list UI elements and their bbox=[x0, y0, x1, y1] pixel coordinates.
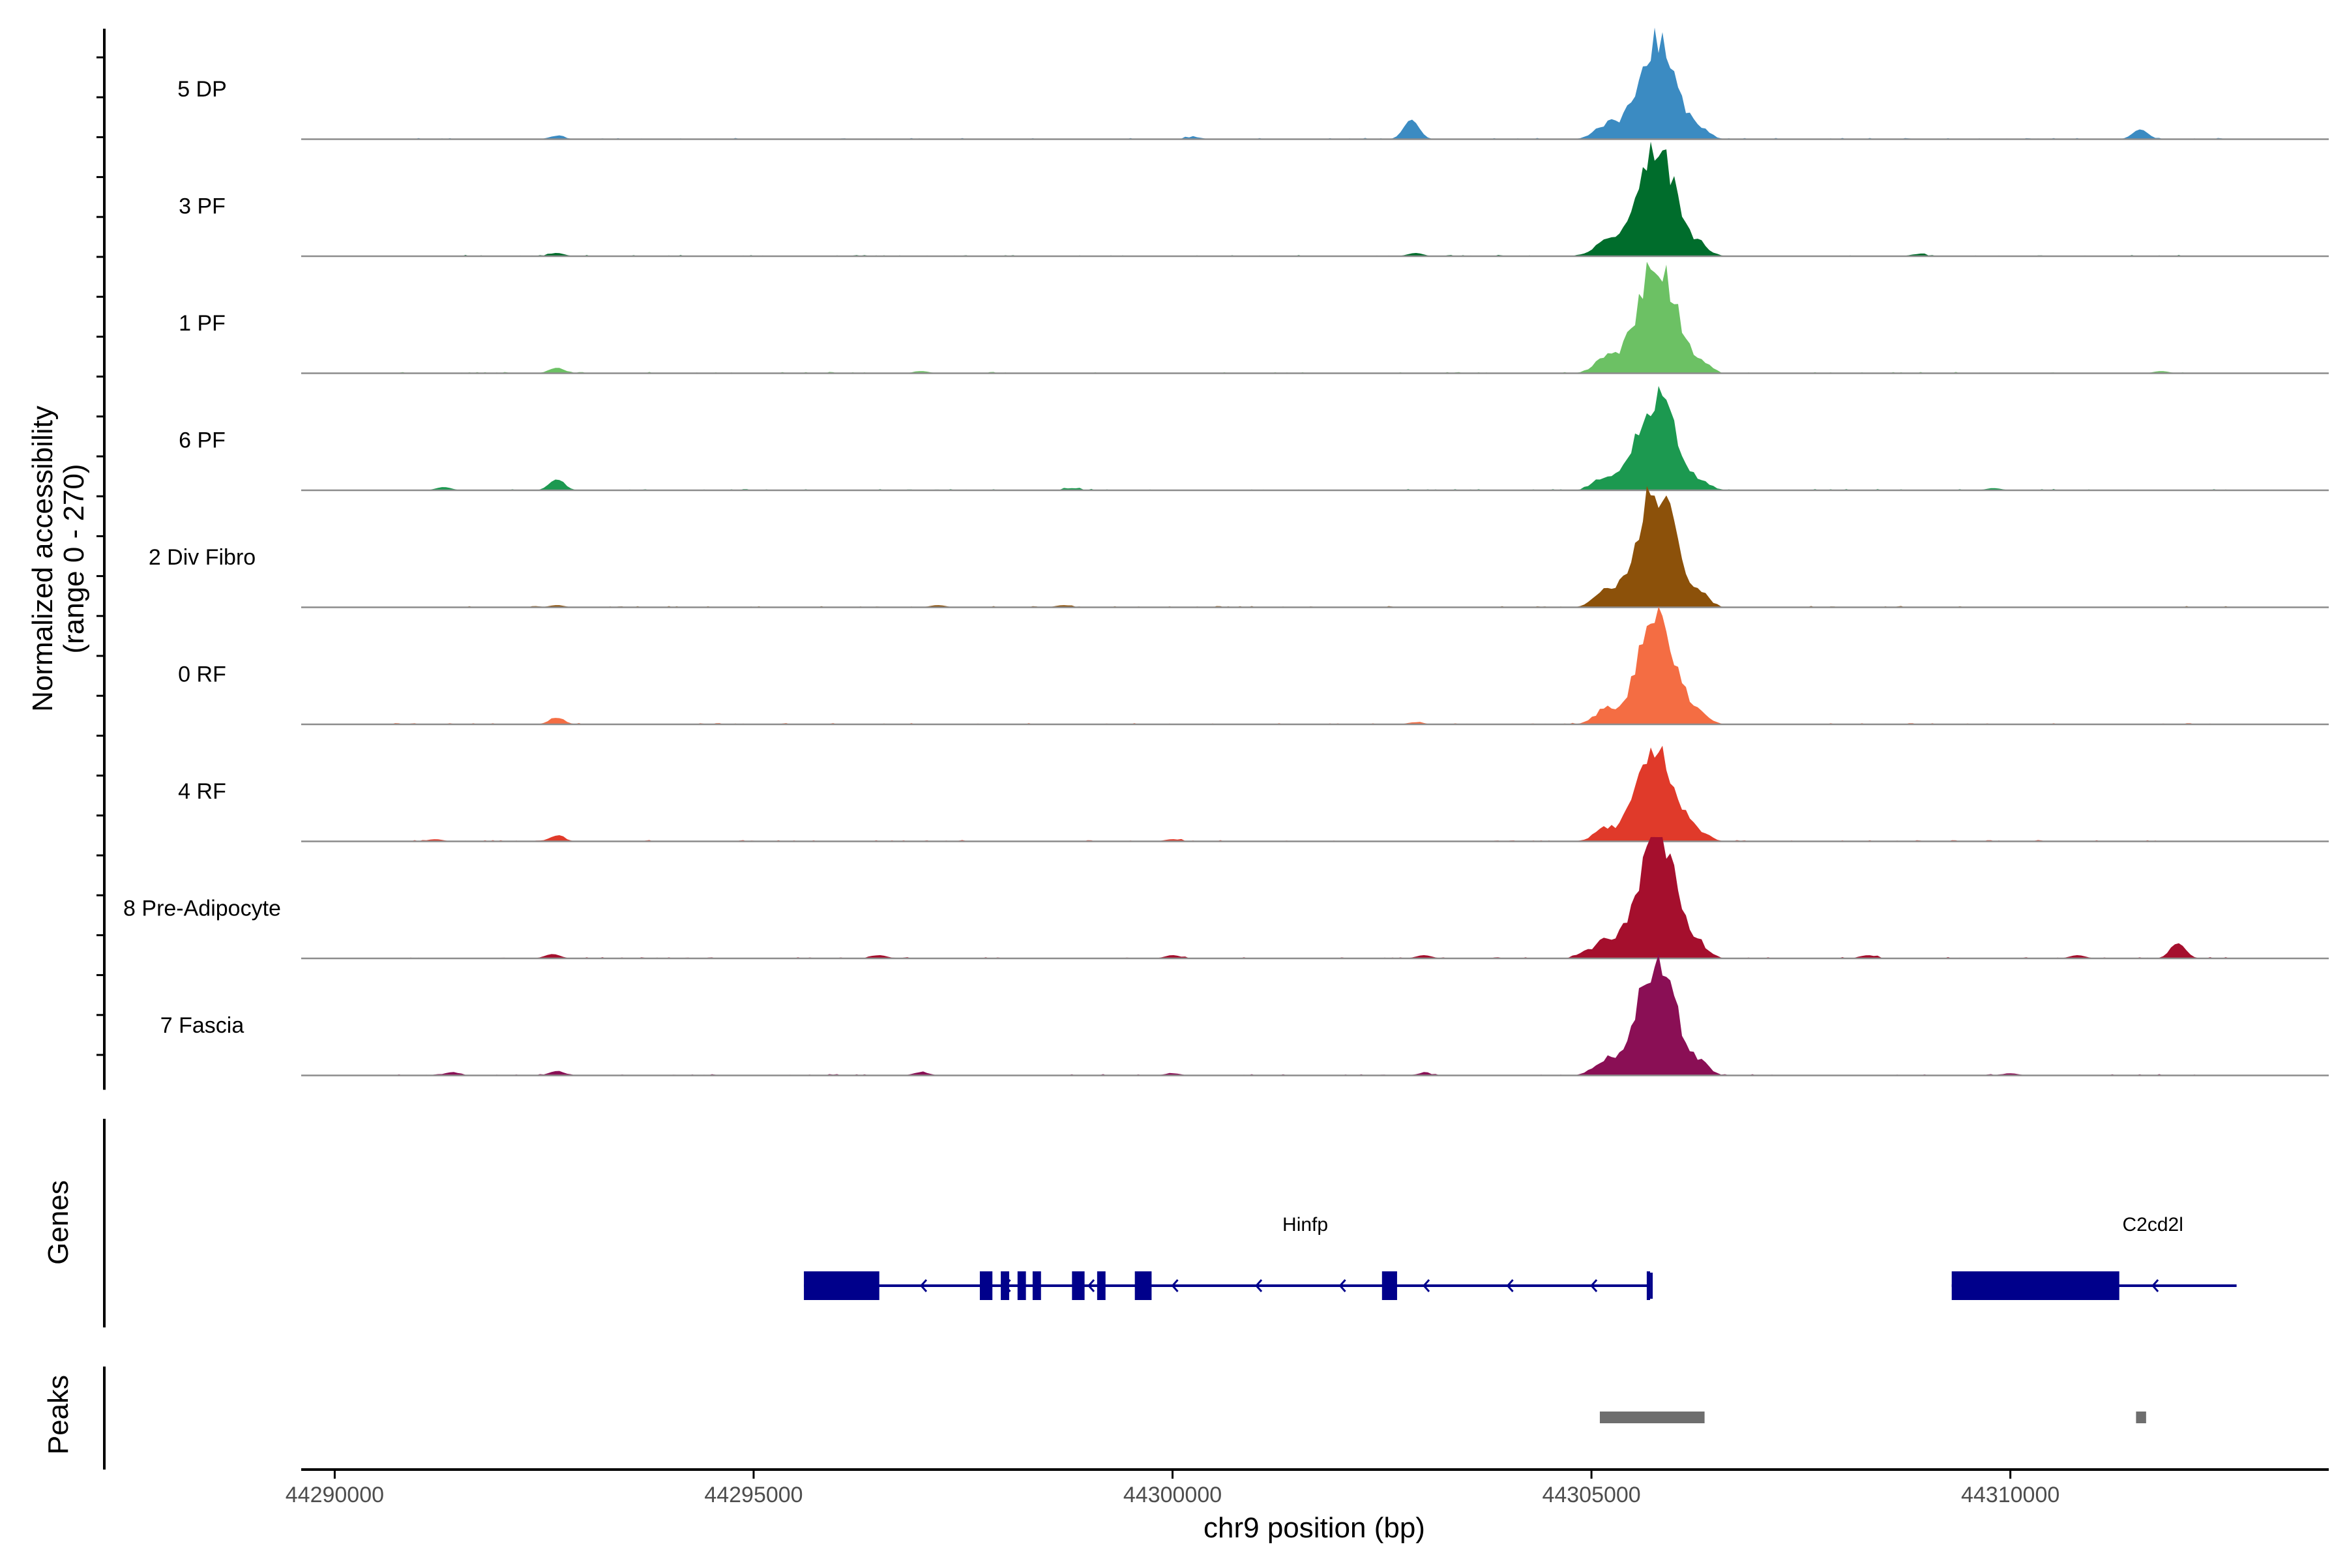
gene-exon-hinfp bbox=[1097, 1271, 1106, 1300]
track-7-fascia: 7 Fascia bbox=[160, 954, 2329, 1076]
gene-strand-arrow-c2cd2l bbox=[1984, 1279, 1992, 1292]
track-label-2-div-fibro: 2 Div Fibro bbox=[149, 545, 256, 570]
y-axis-range: (range 0 - 270) bbox=[58, 464, 90, 653]
genes-panel-title: Genes bbox=[42, 1180, 74, 1265]
gene-strand-arrow-c2cd2l bbox=[2067, 1279, 2075, 1292]
x-tick-label: 44300000 bbox=[1123, 1483, 1222, 1507]
y-axis-title: Normalized accessibility bbox=[27, 406, 59, 711]
track-8-pre-adipocyte: 8 Pre-Adipocyte bbox=[123, 836, 2329, 960]
gene-hinfp: Hinfp bbox=[804, 1214, 1651, 1300]
track-5-dp: 5 DP bbox=[177, 27, 2329, 140]
track-label-8-pre-adipocyte: 8 Pre-Adipocyte bbox=[123, 896, 281, 921]
track-4-rf: 4 RF bbox=[178, 745, 2329, 842]
track-label-0-rf: 0 RF bbox=[178, 662, 226, 687]
x-tick-label: 44310000 bbox=[1961, 1483, 2059, 1507]
gene-label-hinfp: Hinfp bbox=[1282, 1214, 1328, 1235]
x-axis-title: chr9 position (bp) bbox=[1203, 1512, 1425, 1544]
coverage-area-2-div-fibro bbox=[301, 486, 2329, 608]
gene-exon-hinfp bbox=[1134, 1271, 1152, 1300]
gene-strand-arrow-hinfp bbox=[1506, 1279, 1514, 1292]
gene-strand-arrow-hinfp bbox=[1003, 1279, 1011, 1292]
coverage-area-5-dp bbox=[301, 27, 2329, 140]
gene-strand-arrow-hinfp bbox=[1423, 1279, 1430, 1292]
track-6-pf: 6 PF bbox=[179, 386, 2329, 492]
coverage-tracks: 5 DP 3 PF 1 PF 6 PF 2 Div Fibro 0 RF 4 RF 8 Pre… bbox=[123, 27, 2329, 1076]
track-label-6-pf: 6 PF bbox=[179, 428, 226, 453]
gene-exon-hinfp bbox=[804, 1271, 879, 1300]
gene-exon-hinfp bbox=[1032, 1271, 1041, 1300]
gene-c2cd2l: C2cd2l bbox=[1951, 1214, 2237, 1300]
track-label-3-pf: 3 PF bbox=[179, 194, 226, 219]
track-label-7-fascia: 7 Fascia bbox=[160, 1013, 244, 1038]
accessibility-axis bbox=[96, 29, 106, 1090]
x-tick-label: 44290000 bbox=[286, 1483, 384, 1507]
genes-panel: Hinfp C2cd2l bbox=[103, 1119, 2237, 1327]
gene-strand-arrow-c2cd2l bbox=[2151, 1279, 2159, 1292]
x-tick-label: 44305000 bbox=[1542, 1483, 1640, 1507]
track-label-1-pf: 1 PF bbox=[179, 311, 226, 336]
coverage-area-6-pf bbox=[301, 386, 2329, 490]
track-label-5-dp: 5 DP bbox=[177, 77, 227, 102]
track-1-pf: 1 PF bbox=[179, 261, 2329, 374]
gene-exon-c2cd2l bbox=[1951, 1271, 2119, 1300]
gene-exon-hinfp bbox=[1017, 1271, 1026, 1300]
gene-strand-arrow-hinfp bbox=[1590, 1279, 1598, 1292]
x-tick-label: 44295000 bbox=[704, 1483, 803, 1507]
gene-strand-arrow-hinfp bbox=[1087, 1279, 1095, 1292]
track-0-rf: 0 RF bbox=[178, 606, 2329, 726]
gene-strand-arrow-hinfp bbox=[919, 1279, 928, 1292]
coverage-area-1-pf bbox=[301, 261, 2329, 374]
peak-region bbox=[2136, 1412, 2146, 1423]
track-3-pf: 3 PF bbox=[179, 141, 2329, 258]
track-label-4-rf: 4 RF bbox=[178, 779, 226, 804]
gene-exon-hinfp bbox=[1646, 1271, 1651, 1300]
track-2-div-fibro: 2 Div Fibro bbox=[149, 486, 2329, 608]
gene-exon-hinfp bbox=[1381, 1271, 1397, 1300]
gene-strand-arrow-hinfp bbox=[836, 1279, 844, 1292]
gene-strand-arrow-hinfp bbox=[1255, 1279, 1263, 1292]
coverage-area-4-rf bbox=[301, 745, 2329, 842]
peaks-panel bbox=[103, 1367, 2146, 1470]
coverage-area-8-pre-adipocyte bbox=[301, 836, 2329, 958]
gene-exon-hinfp bbox=[1072, 1271, 1085, 1300]
gene-strand-arrow-hinfp bbox=[1171, 1279, 1179, 1292]
x-axis: 44290000 44295000 44300000 44305000 44310000 bbox=[286, 1468, 2329, 1507]
peaks-panel-title: Peaks bbox=[42, 1375, 74, 1455]
coverage-area-7-fascia bbox=[301, 954, 2329, 1076]
gene-label-c2cd2l: C2cd2l bbox=[2122, 1214, 2183, 1235]
peak-region bbox=[1599, 1412, 1705, 1423]
gene-exon-hinfp bbox=[979, 1271, 993, 1300]
coverage-area-3-pf bbox=[301, 141, 2329, 256]
gene-strand-arrow-hinfp bbox=[1338, 1279, 1346, 1292]
coverage-area-0-rf bbox=[301, 606, 2329, 724]
